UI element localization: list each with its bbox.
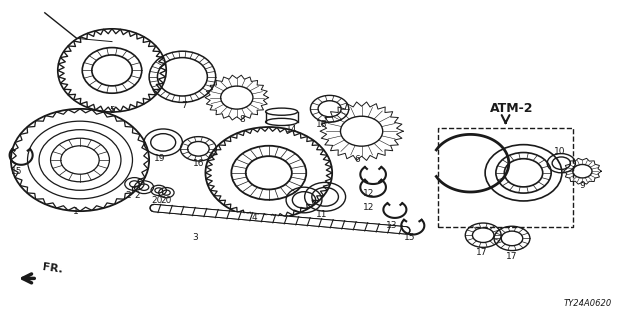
Text: 11: 11	[316, 210, 327, 219]
Text: 15: 15	[11, 167, 22, 176]
Text: 2: 2	[135, 191, 140, 200]
Text: 17: 17	[476, 248, 487, 257]
Text: 3: 3	[193, 233, 198, 242]
Text: 5: 5	[109, 106, 115, 115]
Text: 9: 9	[580, 181, 585, 190]
Text: 6: 6	[355, 156, 360, 164]
Text: FR.: FR.	[42, 262, 63, 275]
Text: 16: 16	[193, 159, 204, 168]
Text: TY24A0620: TY24A0620	[563, 300, 612, 308]
Text: 12: 12	[363, 204, 374, 212]
Text: 13: 13	[386, 221, 397, 230]
Text: 8: 8	[239, 116, 244, 124]
Text: 14: 14	[285, 125, 297, 134]
Text: 19: 19	[154, 154, 166, 163]
Text: 2: 2	[125, 191, 131, 200]
Text: 18: 18	[316, 120, 327, 129]
Text: 7: 7	[181, 101, 186, 110]
Text: 1: 1	[73, 207, 78, 216]
Text: 15: 15	[404, 233, 415, 242]
Text: 17: 17	[506, 252, 518, 261]
Text: 20: 20	[151, 196, 163, 205]
Text: ATM-2: ATM-2	[490, 102, 534, 115]
Text: 12: 12	[363, 189, 374, 198]
Text: 20: 20	[161, 196, 172, 205]
Text: 10: 10	[554, 147, 566, 156]
Text: 4: 4	[252, 213, 257, 222]
